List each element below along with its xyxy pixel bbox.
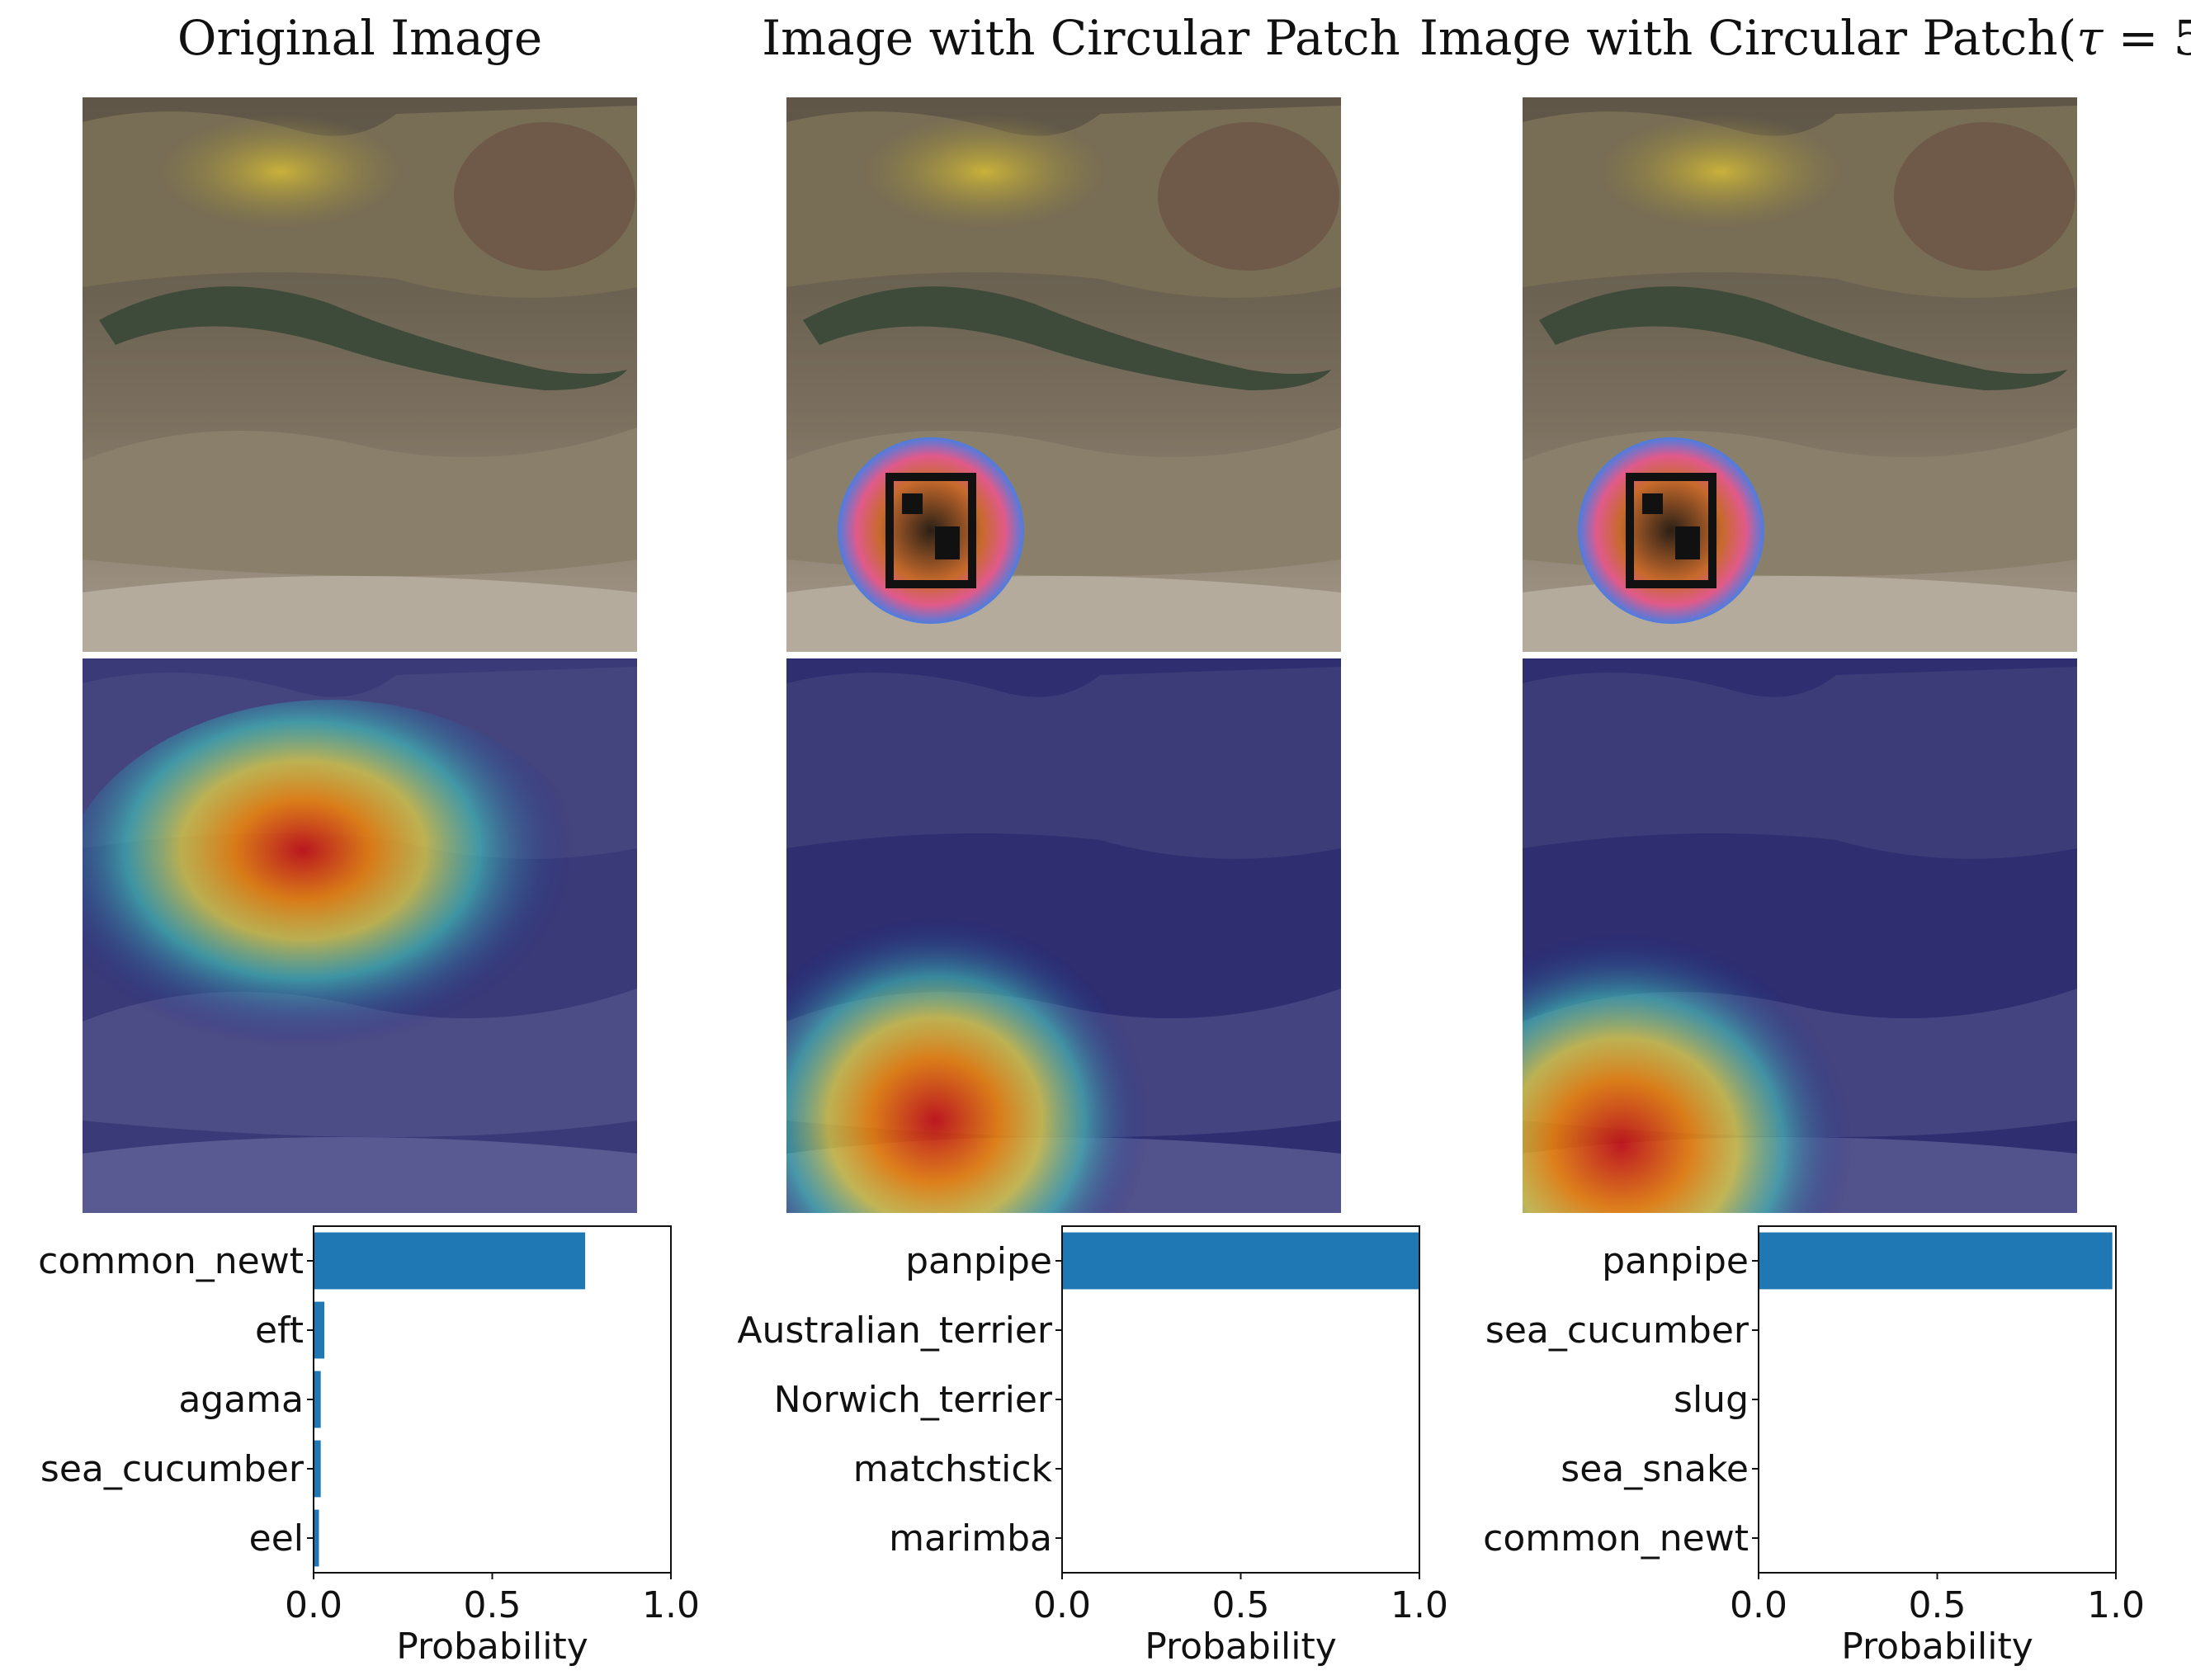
category-label: panpipe: [1602, 1240, 1749, 1282]
bar-0-2: [314, 1371, 321, 1428]
category-label: Norwich_terrier: [774, 1379, 1053, 1421]
patched-image: [786, 97, 1341, 652]
title-prefix: Image with Circular Patch(: [1419, 10, 2077, 66]
category-label: matchstick: [853, 1448, 1053, 1490]
heatmap-original: [83, 658, 637, 1213]
category-label: common_newt: [1483, 1517, 1749, 1560]
column-title-original: Original Image: [177, 10, 543, 66]
column-title-patch: Image with Circular Patch: [762, 10, 1400, 66]
x-axis-label: Probability: [396, 1626, 588, 1668]
x-axis-label: Probability: [1145, 1626, 1337, 1668]
column-title-patch-tau: Image with Circular Patch(τ = 50): [1419, 10, 2191, 66]
title-suffix: = 50): [2118, 10, 2191, 66]
x-tick-label: 0.5: [1212, 1584, 1270, 1626]
title-tau: τ: [2076, 10, 2104, 66]
category-label: sea_cucumber: [1485, 1310, 1749, 1352]
heatmap-patched-tau: [1523, 658, 2077, 1213]
x-tick-label: 0.5: [1909, 1584, 1967, 1626]
heatmap-patched: [786, 658, 1341, 1213]
category-label: sea_snake: [1561, 1448, 1749, 1490]
category-label: sea_cucumber: [40, 1448, 305, 1490]
x-tick-label: 0.5: [464, 1584, 522, 1626]
x-tick-label: 1.0: [2087, 1584, 2145, 1626]
x-tick-label: 1.0: [642, 1584, 700, 1626]
category-label: eel: [249, 1517, 304, 1560]
bar-1-0: [1062, 1232, 1419, 1290]
bar-0-1: [314, 1301, 324, 1359]
x-tick-label: 0.0: [1730, 1584, 1787, 1626]
category-label: panpipe: [905, 1240, 1052, 1282]
x-tick-label: 1.0: [1391, 1584, 1448, 1626]
patched-image-tau: [1523, 97, 2077, 652]
category-label: eft: [255, 1310, 304, 1352]
bar-0-3: [314, 1440, 321, 1498]
category-label: slug: [1674, 1379, 1749, 1421]
category-label: marimba: [889, 1517, 1052, 1560]
original-image: [83, 97, 637, 652]
category-label: agama: [178, 1379, 304, 1421]
category-label: Australian_terrier: [737, 1310, 1053, 1352]
category-label: common_newt: [38, 1240, 304, 1282]
x-tick-label: 0.0: [1033, 1584, 1091, 1626]
x-axis-label: Probability: [1841, 1626, 2033, 1668]
bar-0-4: [314, 1509, 319, 1567]
bar-2-0: [1759, 1232, 2113, 1290]
x-tick-label: 0.0: [285, 1584, 342, 1626]
bar-0-0: [314, 1232, 586, 1290]
